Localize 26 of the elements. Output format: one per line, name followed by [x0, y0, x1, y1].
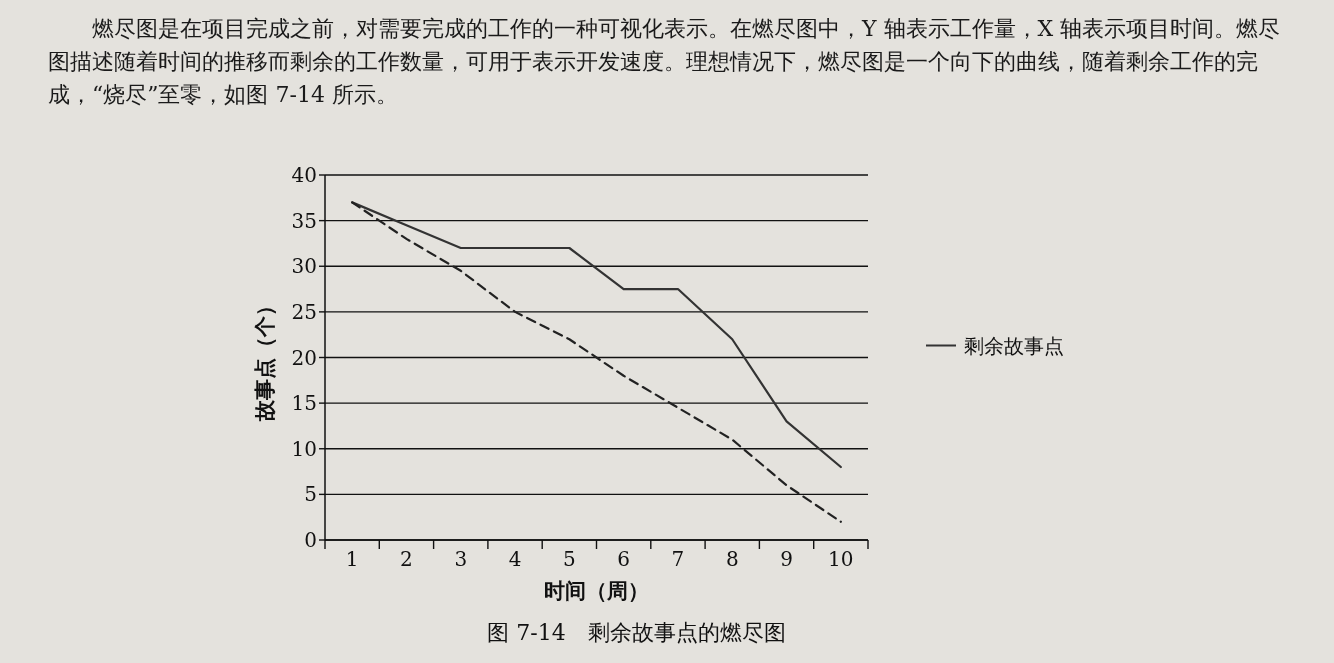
line-series — [351, 201, 842, 469]
y-tick-label: 15 — [291, 391, 317, 416]
x-tick-label: 1 — [345, 547, 359, 571]
x-tick-label: 6 — [617, 547, 631, 571]
x-tick-label: 3 — [454, 547, 468, 571]
x-tick-label: 4 — [508, 547, 522, 571]
x-tick-label: 7 — [671, 547, 685, 571]
x-tick-label: 8 — [725, 547, 739, 571]
y-tick-label: 10 — [291, 436, 317, 461]
y-tick-label: 30 — [291, 254, 317, 279]
y-tick-label: 20 — [291, 345, 317, 370]
line-series — [351, 201, 842, 523]
x-axis-title: 时间（周） — [544, 578, 649, 603]
x-tick-label: 5 — [562, 547, 576, 571]
y-tick-label: 40 — [291, 163, 317, 187]
y-tick-label: 5 — [304, 482, 317, 507]
text: 图 7-14 剩余故事点的燃尽图 — [487, 620, 786, 645]
x-tick-label: 2 — [400, 547, 413, 571]
text: 燃尽图是在项目完成之前，对需要完成的工作的一种可视化表示。在燃尽图中，Y 轴表示工作量，X 轴表示项目时间。燃尽图描述随着时间的推移而剩余的工作数量，可用于表示开发速度。理想情况下，燃尽图是一个向下的曲线，随着剩余工作的完成，“烧尽”至零，如图 7-14 所示。 — [48, 15, 1282, 109]
y-axis-title: 故事点（个） — [252, 294, 277, 422]
y-tick-label: 35 — [291, 208, 317, 233]
y-tick-label: 0 — [304, 528, 317, 552]
x-tick-label: 9 — [780, 547, 793, 571]
y-tick-label: 25 — [291, 299, 317, 324]
legend-label: 剩余故事点 — [964, 333, 1064, 358]
x-tick-label: 10 — [828, 547, 854, 571]
